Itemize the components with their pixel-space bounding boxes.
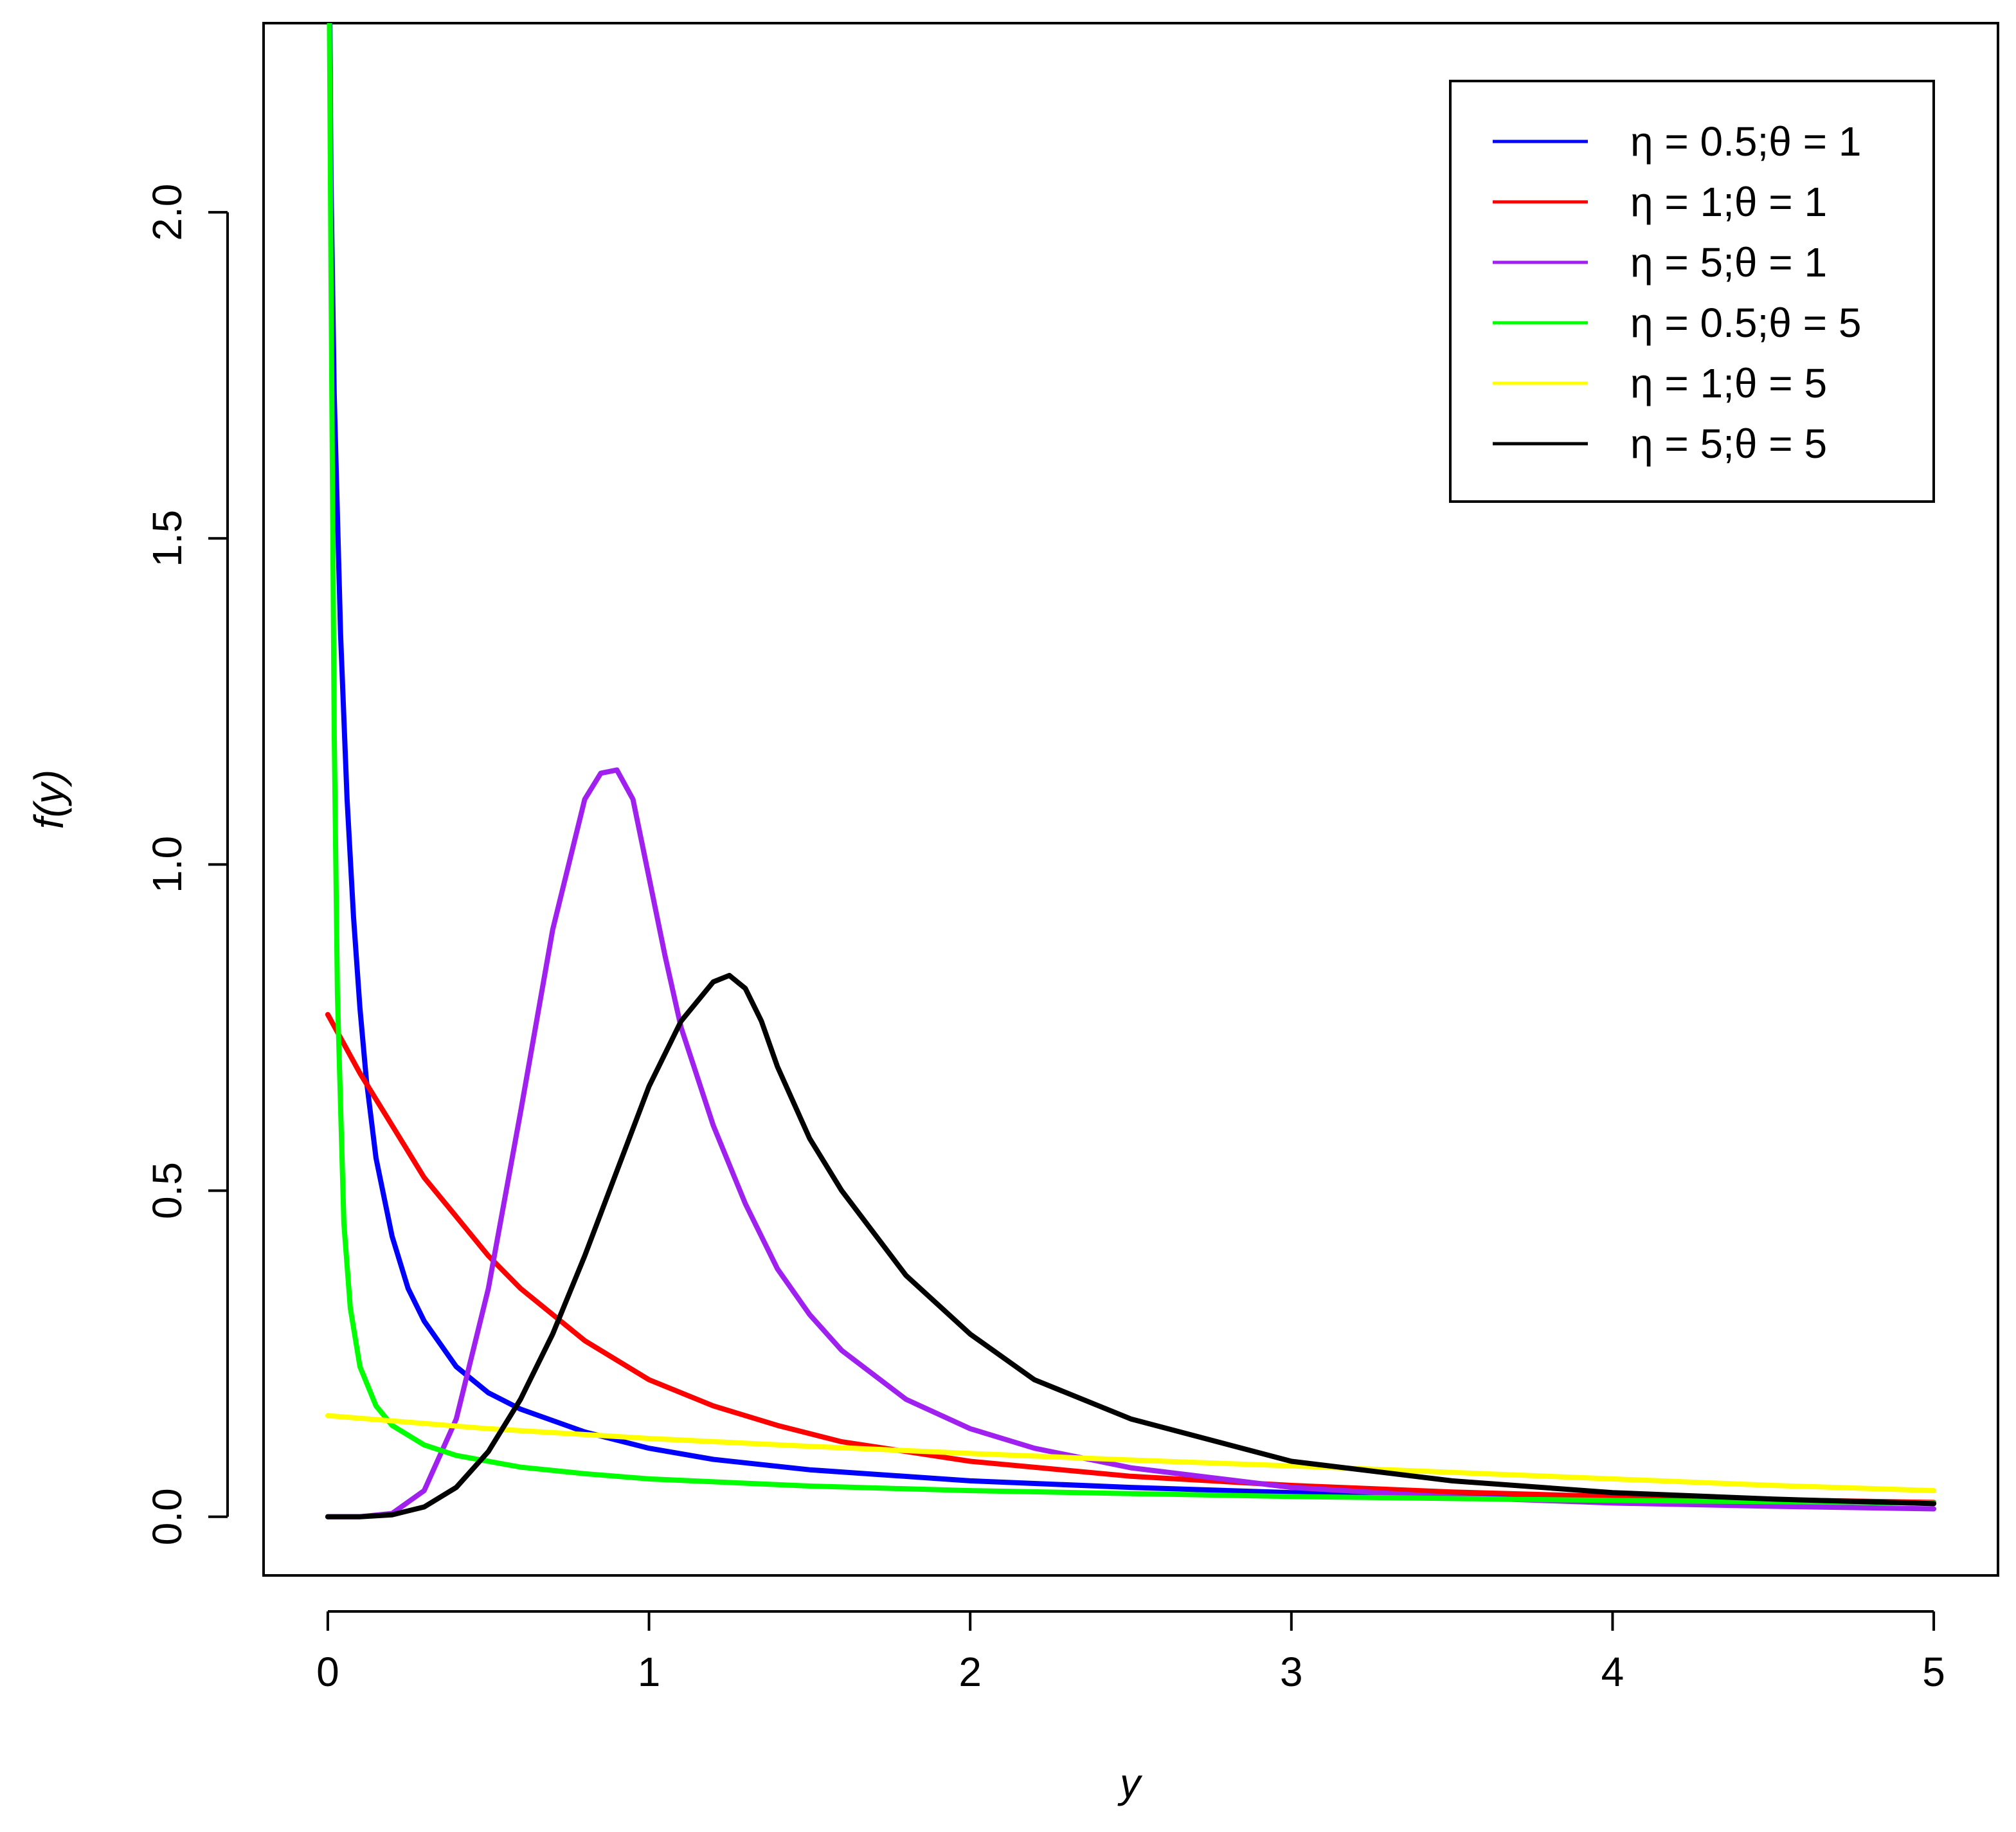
x-axis: 0 1 2 3 4 5 <box>316 1610 1945 1695</box>
y-axis-label: f(y) <box>26 770 72 829</box>
legend-label-5: η = 1;θ = 5 <box>1630 360 1827 406</box>
legend-label-2: η = 1;θ = 1 <box>1630 179 1827 225</box>
y-tick-label: 1.5 <box>144 510 190 567</box>
x-tick-label: 3 <box>1280 1649 1303 1695</box>
series-line-4 <box>327 23 1937 1506</box>
x-tick-label: 1 <box>638 1649 661 1695</box>
x-tick-label: 0 <box>316 1649 339 1695</box>
y-axis: 0.0 0.5 1.0 1.5 2.0 <box>144 184 229 1545</box>
x-axis-label: y <box>1117 1760 1143 1806</box>
y-tick-label: 0.5 <box>144 1162 190 1219</box>
legend-label-3: η = 5;θ = 1 <box>1630 239 1827 286</box>
x-tick-label: 4 <box>1601 1649 1625 1695</box>
plot-frame <box>262 22 1999 1577</box>
x-tick-label: 2 <box>959 1649 982 1695</box>
legend-label-1: η = 0.5;θ = 1 <box>1630 118 1861 165</box>
y-tick-label: 0.0 <box>144 1488 190 1545</box>
series-line-3 <box>325 767 1937 1519</box>
series-line-6 <box>325 972 1937 1519</box>
legend-label-4: η = 0.5;θ = 5 <box>1630 300 1861 346</box>
legend: η = 0.5;θ = 1 η = 1;θ = 1 η = 5;θ = 1 η = 0… <box>1449 80 1935 503</box>
series-line-2 <box>325 1011 1937 1505</box>
y-tick-label: 1.0 <box>144 836 190 893</box>
series-layer <box>325 23 1937 1519</box>
x-tick-label: 5 <box>1922 1649 1945 1695</box>
legend-label-6: η = 5;θ = 5 <box>1630 421 1827 467</box>
series-line-1 <box>327 23 1937 1506</box>
y-tick-label: 2.0 <box>144 184 190 241</box>
legend-box <box>1449 80 1935 503</box>
series-line-5 <box>325 1413 1937 1494</box>
